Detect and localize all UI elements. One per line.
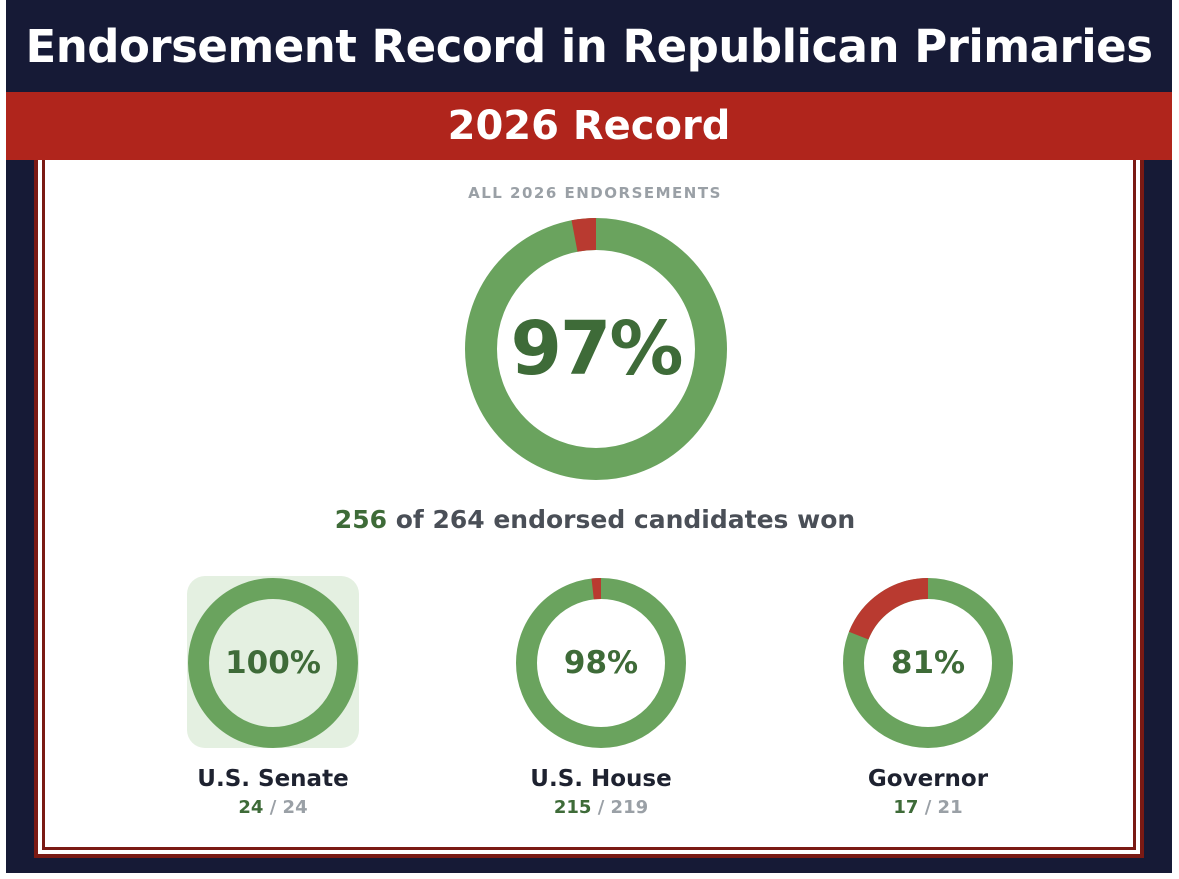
all-endorsements-label: ALL 2026 ENDORSEMENTS: [468, 184, 722, 202]
governor-name: Governor: [867, 766, 989, 792]
senate-name: U.S. Senate: [197, 766, 349, 792]
senate-won: 24: [238, 797, 264, 818]
won-count: 256: [334, 505, 387, 534]
governor-lost-arc: [843, 578, 1013, 748]
house-lost-arc: [516, 578, 686, 748]
house-name: U.S. House: [530, 766, 672, 792]
overall-donut-chart: [465, 218, 727, 480]
overall-percent: 97%: [510, 306, 683, 392]
house-percent: 98%: [563, 645, 639, 681]
page-title: Endorsement Record in Republican Primari…: [25, 19, 1153, 73]
governor-donut-chart: [843, 578, 1013, 748]
overall-lost-arc: [465, 218, 727, 480]
governor-count: 17 / 21: [808, 797, 1048, 818]
house-total: / 219: [591, 797, 649, 818]
governor-percent: 81%: [890, 645, 966, 681]
house-count: 215 / 219: [481, 797, 721, 818]
senate-total: / 24: [263, 797, 308, 818]
record-banner: 2026 Record: [6, 92, 1172, 160]
senate-count: 24 / 24: [153, 797, 393, 818]
senate-percent: 100%: [225, 645, 321, 681]
senate-donut-chart: [188, 578, 358, 748]
governor-total: / 21: [918, 797, 963, 818]
house-donut-chart: [516, 578, 686, 748]
governor-won: 17: [893, 797, 919, 818]
summary-rest: of 264 endorsed candidates won: [386, 505, 856, 534]
house-won: 215: [553, 797, 592, 818]
graphic-frame: Endorsement Record in Republican Primari…: [6, 0, 1172, 873]
senate-won-arc: [188, 578, 358, 748]
record-card: ALL 2026 ENDORSEMENTS 97% 256 of 264 end…: [45, 160, 1133, 847]
overall-summary: 256 of 264 endorsed candidates won: [45, 505, 1145, 534]
